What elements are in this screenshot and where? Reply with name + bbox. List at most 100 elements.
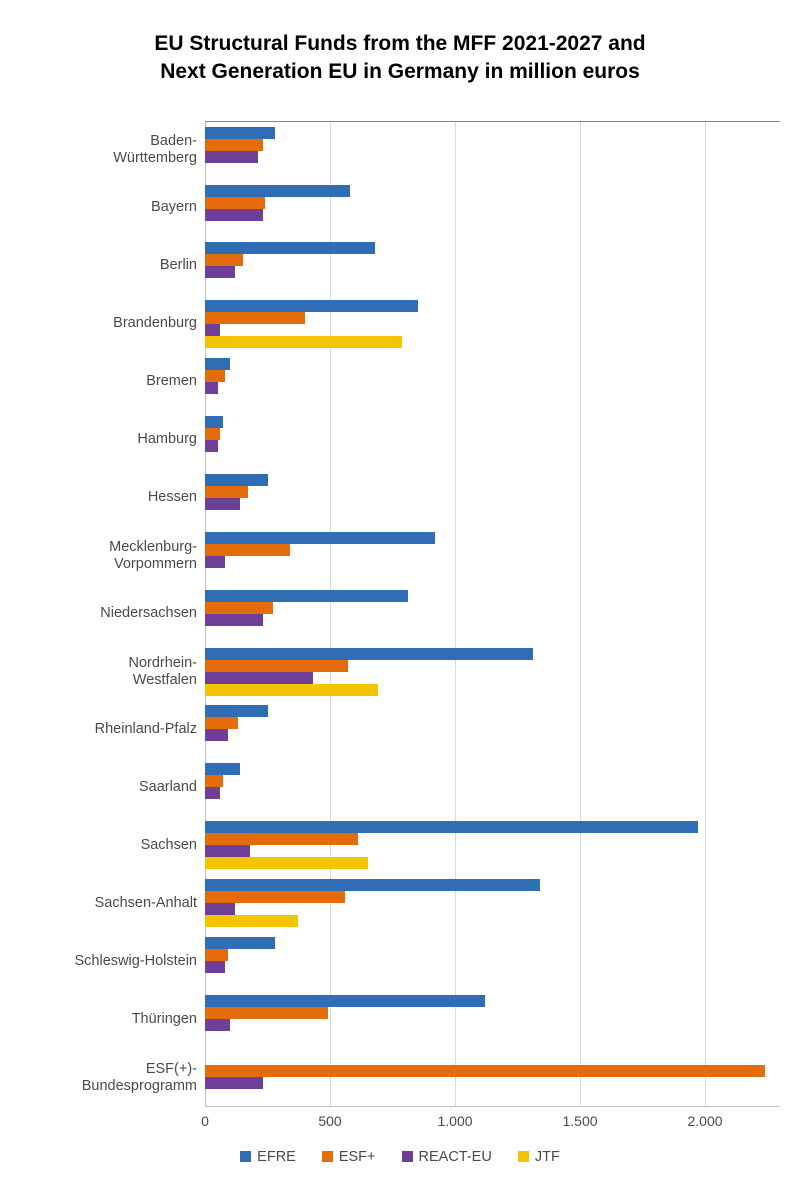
bar-group xyxy=(205,874,780,932)
bar-group xyxy=(205,180,780,238)
plot-area xyxy=(205,121,780,1107)
bar-reacteu xyxy=(205,498,240,510)
bar-group xyxy=(205,816,780,874)
legend-label: JTF xyxy=(535,1149,560,1165)
bar-efre xyxy=(205,648,533,660)
bar-group xyxy=(205,122,780,180)
bar-efre xyxy=(205,300,418,312)
bar-group xyxy=(205,1048,780,1106)
category-label: Niedersachsen xyxy=(20,585,205,643)
bar-efre xyxy=(205,821,698,833)
bar-reacteu xyxy=(205,729,228,741)
bar-reacteu xyxy=(205,672,313,684)
bar-group xyxy=(205,411,780,469)
category-label: Nordrhein-Westfalen xyxy=(20,643,205,701)
bar-efre xyxy=(205,474,268,486)
bar-efre xyxy=(205,416,223,428)
bar-reacteu xyxy=(205,151,258,163)
title-line-2: Next Generation EU in Germany in million… xyxy=(160,60,640,83)
legend-item-efre: EFRE xyxy=(240,1149,296,1165)
category-label: Bayern xyxy=(20,179,205,237)
bar-reacteu xyxy=(205,324,220,336)
category-label: Mecklenburg-Vorpommern xyxy=(20,527,205,585)
bar-reacteu xyxy=(205,1077,263,1089)
bars-container xyxy=(205,122,780,1106)
category-label: Hessen xyxy=(20,469,205,527)
bar-reacteu xyxy=(205,1019,230,1031)
bar-jtf xyxy=(205,857,368,869)
bar-efre xyxy=(205,590,408,602)
bar-group xyxy=(205,237,780,295)
category-label: Rheinland-Pfalz xyxy=(20,701,205,759)
bar-esf xyxy=(205,775,223,787)
bar-esf xyxy=(205,370,225,382)
x-tick: 0 xyxy=(201,1113,209,1129)
bar-reacteu xyxy=(205,556,225,568)
bar-group xyxy=(205,469,780,527)
x-tick: 1.500 xyxy=(562,1113,597,1129)
category-label: Schleswig-Holstein xyxy=(20,933,205,991)
legend-swatch xyxy=(240,1151,251,1162)
y-axis-labels: Baden-WürttembergBayernBerlinBrandenburg… xyxy=(20,121,205,1107)
bar-reacteu xyxy=(205,266,235,278)
bar-reacteu xyxy=(205,903,235,915)
bar-efre xyxy=(205,242,375,254)
bar-jtf xyxy=(205,336,402,348)
legend-item-esf: ESF+ xyxy=(322,1149,376,1165)
x-tick: 2.000 xyxy=(687,1113,722,1129)
legend-label: REACT-EU xyxy=(419,1149,492,1165)
legend-label: ESF+ xyxy=(339,1149,376,1165)
bar-reacteu xyxy=(205,961,225,973)
bar-jtf xyxy=(205,915,298,927)
category-label: Saarland xyxy=(20,759,205,817)
bar-efre xyxy=(205,358,230,370)
bar-efre xyxy=(205,995,485,1007)
category-label: Hamburg xyxy=(20,411,205,469)
bar-group xyxy=(205,643,780,701)
category-label: Sachsen xyxy=(20,817,205,875)
x-tick: 500 xyxy=(318,1113,341,1129)
bar-group xyxy=(205,585,780,643)
bar-esf xyxy=(205,428,220,440)
x-axis: 05001.0001.5002.000 xyxy=(205,1107,780,1135)
bar-reacteu xyxy=(205,382,218,394)
bar-group xyxy=(205,932,780,990)
legend-item-reacteu: REACT-EU xyxy=(402,1149,492,1165)
bar-group xyxy=(205,353,780,411)
chart-title: EU Structural Funds from the MFF 2021-20… xyxy=(20,30,780,87)
bar-jtf xyxy=(205,684,378,696)
bar-esf xyxy=(205,486,248,498)
bar-efre xyxy=(205,763,240,775)
bar-group xyxy=(205,295,780,353)
bar-group xyxy=(205,700,780,758)
legend: EFRE ESF+ REACT-EU JTF xyxy=(20,1149,780,1165)
bar-efre xyxy=(205,879,540,891)
bar-efre xyxy=(205,185,350,197)
bar-group xyxy=(205,758,780,816)
category-label: Brandenburg xyxy=(20,295,205,353)
bar-esf xyxy=(205,602,273,614)
bar-esf xyxy=(205,717,238,729)
bar-esf xyxy=(205,1007,328,1019)
category-label: ESF(+)-Bundesprogramm xyxy=(20,1049,205,1107)
bar-esf xyxy=(205,254,243,266)
bar-esf xyxy=(205,891,345,903)
bar-efre xyxy=(205,532,435,544)
bar-group xyxy=(205,990,780,1048)
bar-efre xyxy=(205,127,275,139)
bar-efre xyxy=(205,705,268,717)
bar-reacteu xyxy=(205,614,263,626)
title-line-1: EU Structural Funds from the MFF 2021-20… xyxy=(154,32,645,55)
bar-esf xyxy=(205,949,228,961)
category-label: Sachsen-Anhalt xyxy=(20,875,205,933)
legend-item-jtf: JTF xyxy=(518,1149,560,1165)
bar-reacteu xyxy=(205,209,263,221)
category-label: Thüringen xyxy=(20,991,205,1049)
bar-esf xyxy=(205,1065,765,1077)
bar-reacteu xyxy=(205,787,220,799)
bar-esf xyxy=(205,544,290,556)
chart: Baden-WürttembergBayernBerlinBrandenburg… xyxy=(20,121,780,1107)
x-tick: 1.000 xyxy=(437,1113,472,1129)
legend-swatch xyxy=(322,1151,333,1162)
bar-group xyxy=(205,527,780,585)
